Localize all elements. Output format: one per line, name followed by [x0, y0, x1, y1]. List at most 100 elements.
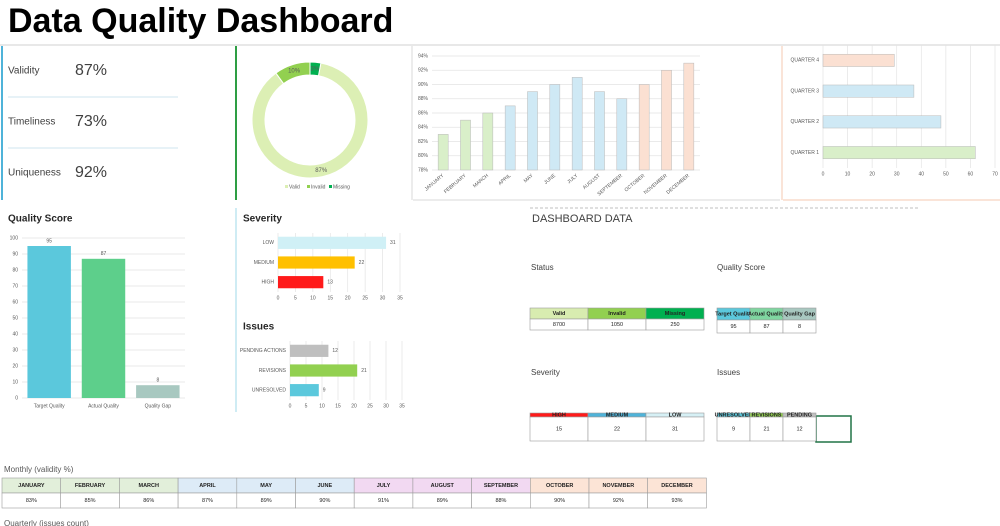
y-tick-label: 82%: [418, 139, 429, 145]
bar: [822, 146, 976, 160]
y-tick-label: 80%: [418, 153, 429, 159]
legend-swatch: [285, 185, 288, 188]
table-header: Target Quality: [715, 311, 753, 317]
data-label: 12: [332, 348, 338, 354]
bar: [822, 115, 942, 129]
chart-title: Issues: [243, 322, 275, 333]
x-tick-label: 5: [294, 295, 297, 301]
y-tick-label: 86%: [418, 110, 429, 116]
x-tick-label: JUNE: [543, 173, 557, 186]
table-header: UNRESOLVED: [715, 412, 753, 418]
x-tick-label: 10: [845, 171, 851, 177]
table-header: PENDING: [787, 412, 812, 418]
x-tick-label: Quality Gap: [145, 403, 172, 409]
y-tick-label: 78%: [418, 167, 429, 173]
table-header: FEBRUARY: [75, 483, 106, 489]
table-header: JUNE: [318, 483, 333, 489]
x-tick-label: MARCH: [472, 173, 490, 190]
data-label: 9: [323, 387, 326, 393]
y-tick-label: 94%: [418, 53, 429, 59]
table-header: HIGH: [552, 412, 566, 418]
y-tick-label: 0: [15, 395, 18, 401]
table-header: SEPTEMBER: [484, 483, 518, 489]
table-header: Invalid: [608, 311, 625, 317]
table-value: 95: [730, 324, 736, 330]
x-tick-label: NOVEMBER: [643, 173, 669, 196]
x-tick-label: DECEMBER: [665, 173, 691, 196]
table-value: 83%: [26, 498, 37, 504]
y-tick-label: QUARTER 1: [790, 150, 819, 156]
y-tick-label: HIGH: [262, 279, 275, 285]
legend-label: Invalid: [311, 184, 326, 190]
y-tick-label: QUARTER 4: [790, 58, 819, 64]
y-tick-label: LOW: [263, 240, 275, 246]
data-label: 22: [359, 260, 365, 266]
donut-slice: [309, 61, 322, 77]
table-cell: [529, 416, 589, 442]
table-value: 1050: [611, 322, 623, 328]
table-header: APRIL: [199, 483, 216, 489]
x-tick-label: 20: [869, 171, 875, 177]
table-header: MAY: [260, 483, 272, 489]
x-tick-label: 10: [310, 295, 316, 301]
bar: [290, 364, 358, 377]
table-value: 88%: [495, 498, 506, 504]
y-tick-label: 30: [12, 347, 18, 353]
data-label: 3%: [311, 66, 320, 72]
bar: [616, 98, 628, 171]
table-value: 31: [672, 426, 678, 432]
y-tick-label: 70: [12, 283, 18, 289]
y-tick-label: 88%: [418, 96, 429, 102]
data-label: 87: [101, 251, 107, 257]
y-tick-label: MEDIUM: [254, 260, 274, 266]
selected-cell[interactable]: [815, 415, 852, 443]
table-header: Actual Quality: [748, 311, 786, 317]
x-tick-label: 15: [335, 403, 341, 409]
y-tick-label: QUARTER 2: [790, 119, 819, 125]
bar: [822, 53, 895, 67]
y-tick-label: 10: [12, 379, 18, 385]
legend-swatch: [307, 185, 310, 188]
table-header: JULY: [377, 483, 391, 489]
table-value: 15: [556, 426, 562, 432]
table-value: 90%: [554, 498, 565, 504]
bar: [290, 384, 319, 397]
data-label: 87%: [315, 168, 328, 174]
table-header: DECEMBER: [661, 483, 693, 489]
table-value: 12: [796, 426, 802, 432]
x-tick-label: 40: [919, 171, 925, 177]
kpi-label: Validity: [8, 66, 40, 77]
bar: [549, 84, 561, 171]
kpi-value: 92%: [75, 164, 107, 181]
bar: [822, 84, 915, 98]
chart-title: Quality Score: [8, 214, 73, 225]
y-tick-label: 84%: [418, 125, 429, 131]
bar: [683, 62, 695, 171]
bar: [278, 276, 324, 289]
bar: [571, 77, 583, 171]
table-value: 22: [614, 426, 620, 432]
x-tick-label: JULY: [566, 173, 579, 186]
x-tick-label: 50: [943, 171, 949, 177]
y-tick-label: PENDING ACTIONS: [240, 348, 287, 354]
table-value: 87: [763, 324, 769, 330]
x-tick-label: 25: [362, 295, 368, 301]
kpi-label: Uniqueness: [8, 168, 61, 179]
x-tick-label: 60: [968, 171, 974, 177]
bar: [638, 84, 650, 171]
kpi-value: 73%: [75, 113, 107, 130]
x-tick-label: 0: [822, 171, 825, 177]
x-tick-label: 10: [319, 403, 325, 409]
table-value: 87%: [202, 498, 213, 504]
table-header: OCTOBER: [546, 483, 573, 489]
y-tick-label: REVISIONS: [259, 368, 287, 374]
table-value: 21: [763, 426, 769, 432]
y-tick-label: 90%: [418, 82, 429, 88]
x-tick-label: 70: [992, 171, 998, 177]
bar: [278, 256, 355, 269]
dashboard-title: Data Quality Dashboard: [8, 2, 393, 40]
bar: [278, 236, 387, 249]
bar: [504, 105, 516, 171]
y-tick-label: 20: [12, 363, 18, 369]
